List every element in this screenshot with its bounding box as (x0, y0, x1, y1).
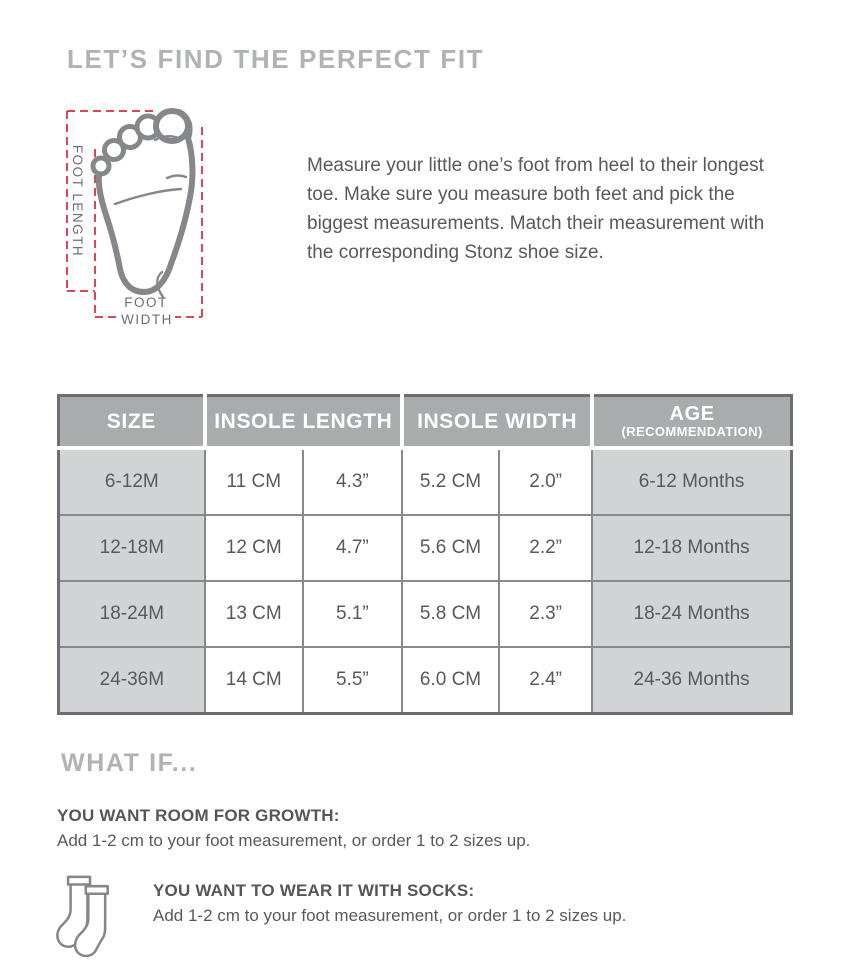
foot-outline-icon: FOOT LENGTH FOOT WIDTH (66, 108, 203, 327)
socks-tip-row: YOU WANT TO WEAR IT WITH SOCKS: Add 1-2 … (56, 871, 796, 957)
size-guide-page: LET’S FIND THE PERFECT FIT (56, 44, 796, 957)
table-row: 6-12M 11 CM 4.3” 5.2 CM 2.0” 6-12 Months (57, 447, 793, 516)
table-row: 24-36M 14 CM 5.5” 6.0 CM 2.4” 24-36 Mont… (57, 646, 793, 715)
column-header-size: SIZE (58, 395, 207, 450)
what-if-heading: WHAT IF... (61, 749, 198, 777)
cell-age: 18-24 Months (591, 580, 793, 648)
measure-instructions: Measure your little one’s foot from heel… (307, 155, 765, 263)
cell-length-in: 4.7” (301, 514, 403, 582)
growth-tip: YOU WANT ROOM FOR GROWTH: Add 1-2 cm to … (57, 806, 796, 851)
table-row: 12-18M 12 CM 4.7” 5.6 CM 2.2” 12-18 Mont… (57, 514, 793, 582)
age-header-line1: AGE (669, 403, 715, 425)
age-header-line2: (RECOMMENDATION) (621, 424, 763, 439)
cell-age: 6-12 Months (591, 447, 793, 516)
cell-age: 12-18 Months (591, 514, 793, 582)
foot-width-label-backing (119, 310, 175, 326)
socks-tip-title: YOU WANT TO WEAR IT WITH SOCKS: (153, 881, 475, 900)
foot-measurement-diagram: FOOT LENGTH FOOT WIDTH (57, 99, 267, 348)
growth-tip-text: Add 1-2 cm to your foot measurement, or … (57, 831, 531, 850)
cell-size: 18-24M (57, 580, 206, 648)
column-header-age: AGE (RECOMMENDATION) (590, 395, 792, 450)
measurement-section: FOOT LENGTH FOOT WIDTH Measure your litt… (57, 99, 796, 348)
foot-width-label-line1: FOOT (124, 295, 168, 310)
foot-width-label-line2: WIDTH (121, 312, 173, 327)
foot-sole-shape (90, 108, 196, 299)
cell-length-in: 4.3” (301, 447, 403, 516)
cell-width-in: 2.4” (498, 646, 594, 715)
cell-length-in: 5.5” (301, 646, 403, 715)
socks-tip-text: Add 1-2 cm to your foot measurement, or … (153, 906, 627, 925)
cell-width-cm: 5.8 CM (400, 580, 501, 648)
cell-length-cm: 13 CM (203, 580, 304, 648)
column-header-insole-width: INSOLE WIDTH (399, 395, 595, 450)
size-chart-table: SIZE INSOLE LENGTH INSOLE WIDTH AGE (REC… (57, 394, 793, 715)
cell-length-cm: 12 CM (203, 514, 304, 582)
growth-tip-title: YOU WANT ROOM FOR GROWTH: (57, 806, 340, 825)
cell-length-cm: 11 CM (203, 447, 304, 516)
socks-icon (56, 875, 109, 957)
cell-width-in: 2.3” (498, 580, 594, 648)
cell-width-cm: 6.0 CM (400, 646, 501, 715)
cell-width-in: 2.2” (498, 514, 594, 582)
cell-size: 6-12M (57, 447, 206, 516)
cell-size: 12-18M (57, 514, 206, 582)
size-chart-header-row: SIZE INSOLE LENGTH INSOLE WIDTH AGE (REC… (58, 395, 792, 450)
cell-length-in: 5.1” (301, 580, 403, 648)
cell-length-cm: 14 CM (203, 646, 304, 715)
column-header-insole-length: INSOLE LENGTH (202, 395, 404, 450)
foot-length-label: FOOT LENGTH (70, 145, 85, 257)
cell-width-in: 2.0” (498, 447, 594, 516)
cell-age: 24-36 Months (591, 646, 793, 715)
page-title: LET’S FIND THE PERFECT FIT (67, 44, 485, 74)
size-chart-body: 6-12M 11 CM 4.3” 5.2 CM 2.0” 6-12 Months… (57, 447, 793, 715)
cell-width-cm: 5.6 CM (400, 514, 501, 582)
cell-width-cm: 5.2 CM (400, 447, 501, 516)
socks-tip: YOU WANT TO WEAR IT WITH SOCKS: Add 1-2 … (153, 881, 626, 926)
table-row: 18-24M 13 CM 5.1” 5.8 CM 2.3” 18-24 Mont… (57, 580, 793, 648)
cell-size: 24-36M (57, 646, 206, 715)
